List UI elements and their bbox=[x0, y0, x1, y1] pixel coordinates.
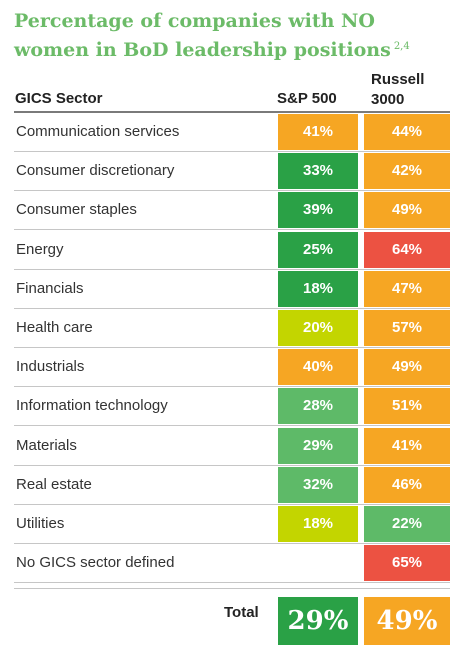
russell3000-value-cell: 51% bbox=[364, 388, 450, 425]
russell3000-value-cell: 65% bbox=[364, 545, 450, 582]
russell3000-value-cell: 41% bbox=[364, 427, 450, 464]
table-row: Communication services 41% 44% bbox=[14, 113, 450, 152]
chart-title: Percentage of companies with NO women in… bbox=[14, 8, 454, 63]
sector-label: Utilities bbox=[16, 515, 65, 532]
table-row: No GICS sector defined 65% bbox=[14, 544, 450, 584]
sp500-value-cell: 41% bbox=[278, 114, 358, 150]
sp500-value-cell: 39% bbox=[278, 192, 358, 229]
row-divider bbox=[14, 307, 450, 309]
russell3000-value-cell: 64% bbox=[364, 231, 450, 268]
table-row: Energy 25% 64% bbox=[14, 231, 450, 270]
russell3000-value-cell: 49% bbox=[364, 349, 450, 386]
sector-label: Information technology bbox=[16, 397, 168, 415]
row-divider bbox=[14, 190, 450, 192]
chart-title-text: Percentage of companies with NO women in… bbox=[14, 10, 391, 61]
header-sp500: S&P 500 bbox=[277, 90, 337, 107]
sector-label: Health care bbox=[16, 319, 93, 336]
sector-label: Materials bbox=[16, 436, 77, 454]
total-label: Total bbox=[224, 604, 259, 621]
row-divider bbox=[14, 347, 450, 348]
russell3000-value-cell: 44% bbox=[364, 114, 450, 150]
table-row: Consumer staples 39% 49% bbox=[14, 191, 450, 231]
sector-label: Real estate bbox=[16, 475, 92, 493]
russell3000-value-cell: 47% bbox=[364, 270, 450, 307]
sector-label: No GICS sector defined bbox=[16, 554, 175, 572]
total-russell3000-cell: 49% bbox=[364, 597, 450, 645]
sp500-value-cell: 28% bbox=[278, 388, 358, 425]
table-row: Consumer discretionary 33% 42% bbox=[14, 152, 450, 192]
sp500-value-cell: 18% bbox=[278, 270, 358, 307]
table-row: Health care 20% 57% bbox=[14, 309, 450, 348]
header-russell3000: Russell 3000 bbox=[371, 71, 425, 108]
table-row: Industrials 40% 49% bbox=[14, 348, 450, 388]
russell3000-value-cell: 42% bbox=[364, 153, 450, 190]
russell3000-value-cell: 46% bbox=[364, 466, 450, 503]
sector-label: Industrials bbox=[16, 358, 85, 376]
total-sp500-cell: 29% bbox=[278, 597, 358, 645]
sector-label: Financials bbox=[16, 279, 84, 297]
row-divider bbox=[14, 386, 450, 388]
row-divider bbox=[14, 503, 450, 505]
table-row: Utilities 18% 22% bbox=[14, 505, 450, 544]
header-divider bbox=[14, 111, 450, 113]
sector-label: Consumer staples bbox=[16, 201, 137, 219]
russell3000-value-cell: 57% bbox=[364, 310, 450, 346]
sp500-value-cell: 29% bbox=[278, 427, 358, 464]
row-divider bbox=[14, 543, 450, 544]
sp500-value-cell: 32% bbox=[278, 466, 358, 503]
row-divider bbox=[14, 582, 450, 584]
table-row: Financials 18% 47% bbox=[14, 270, 450, 309]
table-row: Information technology 28% 51% bbox=[14, 387, 450, 427]
row-divider bbox=[14, 425, 450, 427]
total-divider bbox=[14, 588, 450, 589]
sector-label: Consumer discretionary bbox=[16, 162, 175, 180]
row-divider bbox=[14, 229, 450, 231]
sector-label: Communication services bbox=[16, 123, 180, 140]
sp500-value-cell: 40% bbox=[278, 349, 358, 386]
sector-label: Energy bbox=[16, 240, 64, 258]
row-divider bbox=[14, 464, 450, 466]
row-divider bbox=[14, 151, 450, 152]
sp500-value-cell: 33% bbox=[278, 153, 358, 190]
sp500-value-cell: 20% bbox=[278, 310, 358, 346]
header-gics-sector: GICS Sector bbox=[15, 90, 103, 107]
title-footnote: 2,4 bbox=[393, 41, 410, 52]
table-row: Materials 29% 41% bbox=[14, 427, 450, 466]
row-divider bbox=[14, 268, 450, 270]
russell3000-value-cell: 49% bbox=[364, 192, 450, 229]
table-row: Real estate 32% 46% bbox=[14, 466, 450, 505]
sp500-value-cell: 25% bbox=[278, 231, 358, 268]
sp500-value-cell: 18% bbox=[278, 506, 358, 542]
russell3000-value-cell: 22% bbox=[364, 506, 450, 542]
